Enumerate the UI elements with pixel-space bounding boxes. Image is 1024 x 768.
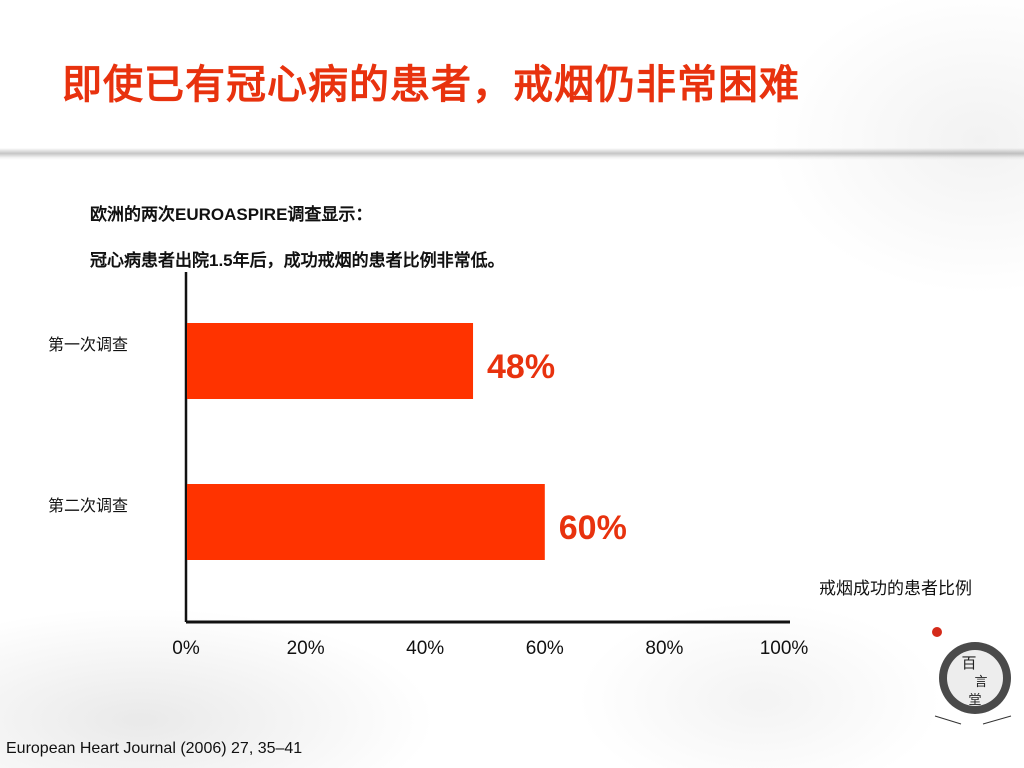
x-tick-label-60: 60% [526, 638, 564, 659]
bar-1 [187, 323, 474, 399]
citation: European Heart Journal (2006) 27, 35–41 [6, 740, 303, 757]
svg-text:堂: 堂 [968, 693, 981, 708]
slide-title: 即使已有冠心病的患者，戒烟仍非常困难 [62, 63, 800, 107]
x-tick-label-100: 100% [760, 638, 809, 659]
x-tick-label-20: 20% [287, 638, 325, 659]
chart-subtitle-line-1: 欧洲的两次EUROASPIRE调查显示： [90, 205, 373, 224]
bar-chart: 第一次调查 48% 第二次调查 60% 0% 20% 40% 60% 80% 100% 戒烟成功的患… [48, 272, 972, 659]
category-label-1: 第一次调查 [48, 336, 128, 354]
x-axis-label: 戒烟成功的患者比例 [819, 579, 972, 598]
x-tick-label-0: 0% [172, 638, 200, 659]
svg-text:百: 百 [961, 654, 976, 672]
title-divider [0, 148, 1024, 160]
svg-text:言: 言 [974, 675, 987, 690]
chart-subtitle-line-2: 冠心病患者出院1.5年后，成功戒烟的患者比例非常低。 [90, 251, 505, 270]
data-label-2: 60% [559, 509, 627, 547]
bar-2 [187, 484, 545, 560]
data-label-1: 48% [487, 348, 555, 386]
x-tick-label-40: 40% [406, 638, 444, 659]
category-label-2: 第二次调查 [48, 497, 128, 515]
brand-logo: 百 言 堂 [932, 627, 1012, 725]
x-tick-label-80: 80% [645, 638, 683, 659]
